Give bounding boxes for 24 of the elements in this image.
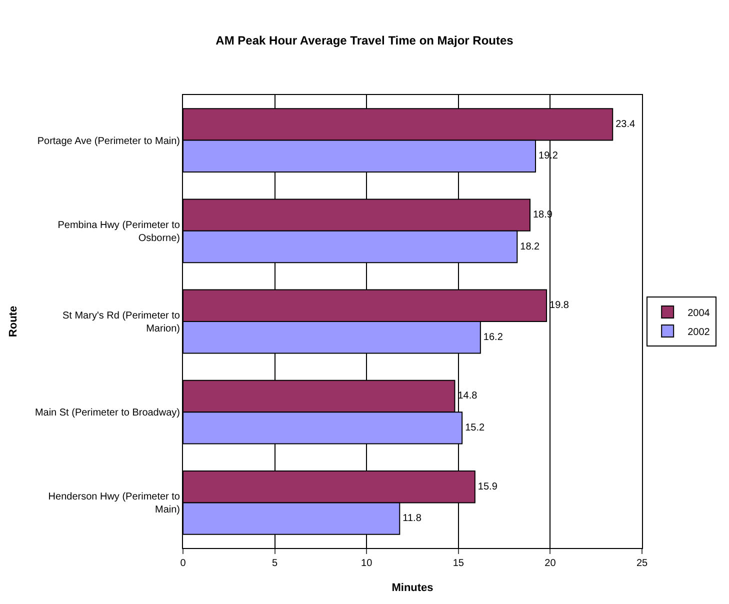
y-axis-title: Route <box>8 306 20 338</box>
data-label: 19.8 <box>550 300 570 312</box>
x-tick-label: 25 <box>636 558 648 569</box>
y-tick-label: Portage Ave (Perimeter to Main) <box>37 136 180 147</box>
data-label: 16.2 <box>483 332 504 343</box>
x-tick-label: 0 <box>180 558 186 569</box>
data-label: 11.8 <box>402 513 422 524</box>
x-tick-label: 10 <box>361 558 373 569</box>
data-label: 18.2 <box>520 241 540 252</box>
legend-label: 2002 <box>688 326 710 338</box>
x-tick-label: 15 <box>452 558 464 569</box>
x-tick-label: 20 <box>544 558 556 569</box>
y-tick-label: Henderson Hwy (Perimeter to Main) <box>48 492 180 516</box>
x-axis-title: Minutes <box>392 582 434 594</box>
chart-title: AM Peak Hour Average Travel Time on Major Routes <box>216 34 514 48</box>
data-label: 14.8 <box>458 390 478 402</box>
legend-label: 2004 <box>688 308 710 319</box>
data-label: 23.4 <box>616 118 636 130</box>
y-tick-label: Pembina Hwy (Perimeter to Osborne) <box>58 220 180 244</box>
x-tick-label: 5 <box>272 558 278 569</box>
data-label: 15.9 <box>478 481 498 492</box>
y-tick-label: Main St (Perimeter to Broadway) <box>34 408 180 419</box>
data-label: 15.2 <box>465 422 485 434</box>
y-tick-label: St Mary's Rd (Perimeter to Marion) <box>62 310 180 334</box>
